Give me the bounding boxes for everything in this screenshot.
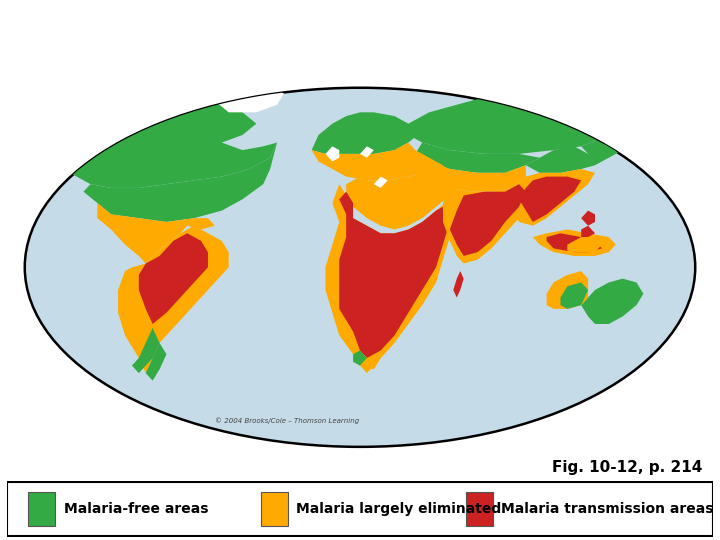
Polygon shape [97,203,194,264]
Polygon shape [339,192,450,358]
Polygon shape [374,177,387,188]
Bar [261,492,288,526]
Polygon shape [581,279,644,324]
Polygon shape [512,169,595,226]
Text: Malaria-free areas: Malaria-free areas [63,502,208,516]
Polygon shape [132,328,160,373]
Polygon shape [325,184,450,369]
Polygon shape [353,350,381,373]
Polygon shape [187,218,215,230]
Polygon shape [215,87,284,112]
Polygon shape [567,237,602,252]
Polygon shape [546,233,602,252]
Polygon shape [526,143,623,173]
Polygon shape [402,154,526,192]
Polygon shape [353,350,367,366]
Polygon shape [325,146,339,161]
Polygon shape [602,135,623,154]
Text: Malaria largely eliminated: Malaria largely eliminated [297,502,502,516]
Polygon shape [39,93,277,188]
Ellipse shape [24,87,696,447]
Polygon shape [415,143,540,173]
Polygon shape [408,97,623,154]
Polygon shape [581,226,595,237]
Polygon shape [360,146,374,158]
Polygon shape [145,343,166,381]
Polygon shape [118,226,229,373]
Polygon shape [519,177,581,222]
Bar [28,492,55,526]
Bar [466,492,492,526]
Polygon shape [533,230,616,256]
Polygon shape [443,177,540,264]
Polygon shape [581,211,595,226]
Polygon shape [312,143,443,180]
Polygon shape [560,282,588,309]
FancyBboxPatch shape [7,482,713,536]
Text: © 2004 Brooks/Cole – Thomson Learning: © 2004 Brooks/Cole – Thomson Learning [215,417,359,424]
Polygon shape [546,271,588,309]
Polygon shape [312,112,422,154]
Polygon shape [454,271,464,298]
Polygon shape [84,143,277,222]
Text: Malaria transmission areas: Malaria transmission areas [501,502,714,516]
Polygon shape [581,131,629,154]
Polygon shape [450,184,526,256]
Polygon shape [346,165,456,230]
Polygon shape [139,233,208,324]
Text: Fig. 10-12, p. 214: Fig. 10-12, p. 214 [552,460,702,475]
Text: World Distribution of Malaria: World Distribution of Malaria [11,21,603,55]
